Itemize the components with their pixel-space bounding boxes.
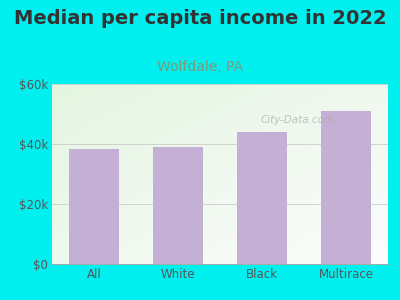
Text: Median per capita income in 2022: Median per capita income in 2022 <box>14 9 386 28</box>
Bar <box>321 111 371 264</box>
Text: Wolfdale, PA: Wolfdale, PA <box>157 60 243 74</box>
Bar <box>237 132 287 264</box>
Bar <box>153 147 203 264</box>
Bar <box>69 148 119 264</box>
Text: City-Data.com: City-Data.com <box>260 115 334 125</box>
